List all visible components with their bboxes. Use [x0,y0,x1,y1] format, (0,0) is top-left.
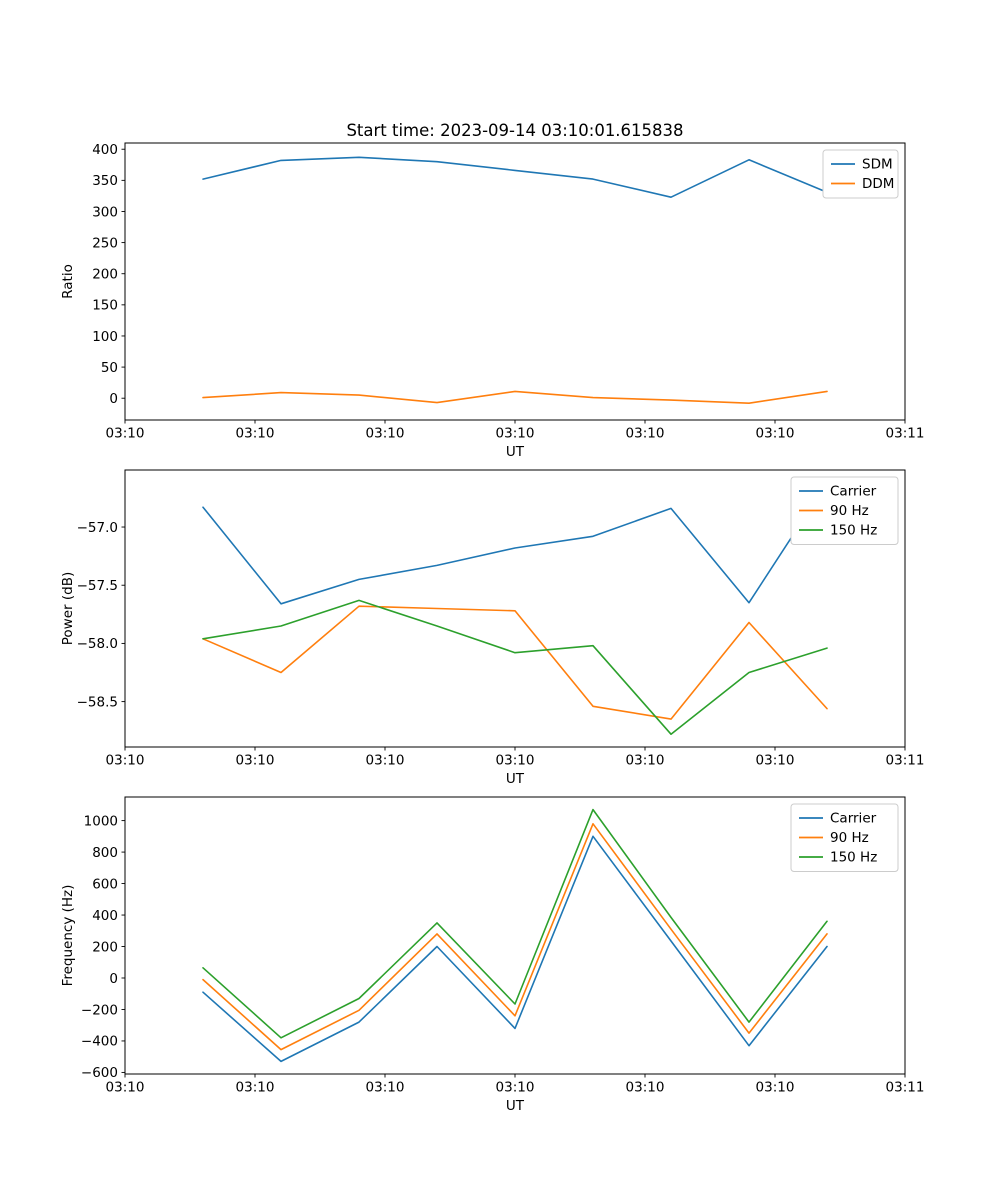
y-tick-label: 400 [92,142,118,158]
y-tick-label: −400 [81,1034,118,1050]
plot-background [125,143,905,420]
legend-label: SDM [862,157,893,173]
y-tick-label: 800 [92,845,118,861]
legend-box [822,149,899,199]
legend-label: 150 Hz [830,850,877,866]
series-line-90-hz [202,822,828,1051]
y-tick-label: −200 [81,1002,118,1018]
x-tick-label: 03:10 [236,753,275,769]
plot-background [125,797,905,1074]
y-tick-label: 0 [109,971,118,987]
legend-label: 90 Hz [830,503,869,519]
x-tick-label: 03:11 [886,753,925,769]
x-tick-label: 03:10 [366,753,405,769]
subplot-power: −57.0 −57.5 −58.0 −58.5 03:10 03:10 03:10 03:10… [60,469,925,787]
y-tick-label: −57.0 [77,520,118,536]
y-tick-label: 250 [92,235,118,251]
y-tick-label: −58.0 [77,636,118,652]
series-line-150-hz [202,599,828,736]
x-tick-label: 03:10 [496,426,535,442]
x-tick-label: 03:10 [106,1080,145,1096]
legend-box [790,476,899,545]
y-tick-label: 400 [92,908,118,924]
y-tick-label: 100 [92,329,118,345]
legend-label: Carrier [830,484,877,500]
plot-background [125,470,905,747]
x-tick-label: 03:10 [366,1080,405,1096]
x-tick-label: 03:10 [626,426,665,442]
y-tick-label: 200 [92,939,118,955]
y-tick-label: 600 [92,876,118,892]
x-tick-label: 03:10 [756,426,795,442]
x-axis-label: UT [506,771,525,787]
series-line-sdm [202,156,828,198]
y-tick-label: −600 [81,1065,118,1081]
y-axis-label: Ratio [60,264,76,299]
subplot-frequency: −600 −400 −200 0 200 400 600 800 1000 03:10 03:10 0… [60,796,925,1114]
legend-label: Carrier [830,811,877,827]
y-tick-label: 1000 [84,813,118,829]
y-tick-label: 0 [109,391,118,407]
series-line-90-hz [202,605,828,720]
series-line-carrier [202,481,828,605]
x-tick-label: 03:10 [496,753,535,769]
legend-box [790,803,899,872]
y-tick-label: −58.5 [77,694,118,710]
axes-frame [124,796,906,1075]
subplot-ratio: 0 50 100 150 200 250 300 350 400 03:10 03:10 03:10 0… [60,142,924,460]
x-tick-label: 03:10 [236,1080,275,1096]
legend-label: 150 Hz [830,523,877,539]
series-line-carrier [202,835,828,1063]
axes-frame [124,469,906,748]
x-tick-label: 03:10 [106,753,145,769]
chart-title: Start time: 2023-09-14 03:10:01.615838 [346,121,684,140]
x-tick-label: 03:10 [236,426,275,442]
y-axis-label: Power (dB) [60,572,76,645]
x-tick-label: 03:10 [626,1080,665,1096]
x-axis-label: UT [506,1098,525,1114]
x-tick-label: 03:10 [626,753,665,769]
x-tick-label: 03:10 [756,1080,795,1096]
x-tick-label: 03:11 [886,1080,925,1096]
legend-label: 90 Hz [830,830,869,846]
x-tick-label: 03:10 [496,1080,535,1096]
x-tick-label: 03:10 [366,426,405,442]
legend-label: DDM [862,176,894,192]
x-tick-label: 03:11 [886,426,925,442]
y-tick-label: 200 [92,267,118,283]
y-axis-label: Frequency (Hz) [60,885,76,987]
x-tick-label: 03:10 [106,426,145,442]
series-line-ddm [202,390,828,405]
y-tick-label: 350 [92,173,118,189]
y-tick-label: −57.5 [77,578,118,594]
x-axis-label: UT [506,444,525,460]
series-line-150-hz [202,808,828,1039]
y-tick-label: 50 [101,360,118,376]
y-tick-label: 150 [92,298,118,314]
y-tick-label: 300 [92,204,118,220]
x-tick-label: 03:10 [756,753,795,769]
axes-frame [124,142,906,421]
